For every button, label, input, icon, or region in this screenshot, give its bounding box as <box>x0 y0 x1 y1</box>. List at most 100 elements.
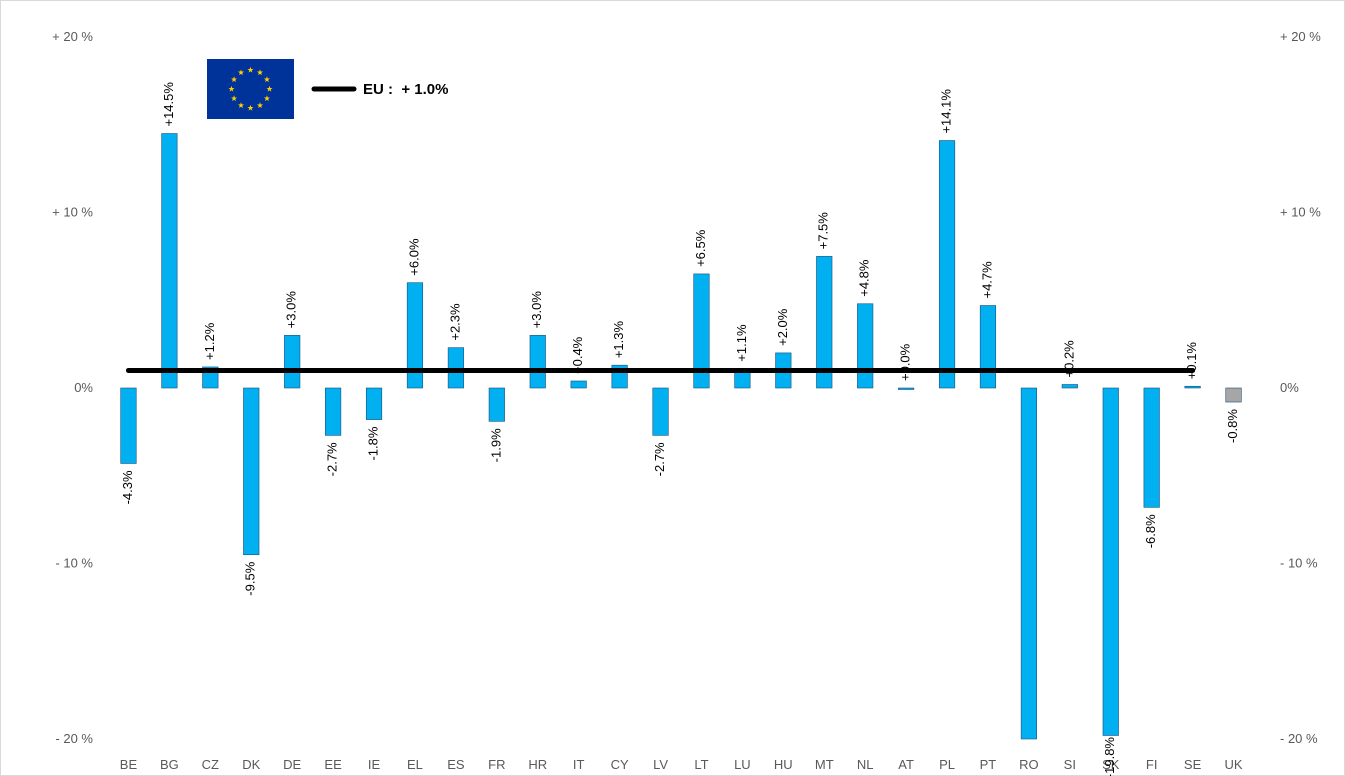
bar-si <box>1061 384 1078 389</box>
data-label: +14.1% <box>938 89 953 134</box>
flag-star <box>237 102 245 109</box>
category-label: SE <box>1184 757 1202 772</box>
category-label: ES <box>447 757 465 772</box>
flag-star <box>263 95 270 102</box>
bar-nl <box>857 303 874 389</box>
data-label: -4.3% <box>120 470 135 504</box>
data-label: -19.8% <box>1102 737 1117 776</box>
bar-uk <box>1225 387 1242 403</box>
data-label: -2.7% <box>325 442 340 476</box>
flag-star <box>231 95 238 102</box>
bar-lt <box>693 273 710 389</box>
category-label: EL <box>407 757 423 772</box>
bar-se <box>1184 385 1201 389</box>
category-label: IE <box>368 757 381 772</box>
flag-star <box>237 69 245 76</box>
category-label: UK <box>1225 757 1243 772</box>
data-label: +7.5% <box>816 212 831 250</box>
bar-at <box>898 387 915 390</box>
category-label: HU <box>774 757 793 772</box>
bar-de <box>284 335 301 389</box>
data-labels: -4.3% +14.5% +1.2% -9.5% +3.0% -2.7% -1.8% +6.0… <box>120 82 1240 776</box>
data-label: +0.4% <box>570 336 585 374</box>
data-label: +0.1% <box>1184 342 1199 380</box>
category-label: DE <box>283 757 301 772</box>
data-label: +6.5% <box>693 229 708 267</box>
bar-fr <box>488 387 505 422</box>
data-label: +3.0% <box>529 291 544 329</box>
category-label: BG <box>160 757 179 772</box>
y-axis-right: + 20 % + 10 % 0% - 10 % - 20 % <box>1280 29 1321 746</box>
bar-dk <box>243 387 260 556</box>
y-tick-label-left: + 10 % <box>52 205 93 220</box>
bar-ie <box>365 387 383 420</box>
data-label: -9.5% <box>243 561 258 595</box>
category-label: RO <box>1019 757 1039 772</box>
bar-el <box>406 282 424 389</box>
legend-eu-label: EU : + 1.0% <box>363 81 448 98</box>
bar-bg <box>161 133 178 389</box>
flag-star <box>263 76 270 83</box>
bar-ee <box>325 387 342 436</box>
flag-star <box>247 104 254 111</box>
bar-pt <box>979 305 997 389</box>
data-label: +14.5% <box>161 82 176 127</box>
data-label: +2.0% <box>775 308 790 346</box>
data-label: +4.8% <box>857 259 872 297</box>
eu-flag-icon <box>207 59 294 119</box>
data-label: +6.0% <box>406 238 421 276</box>
category-label: DK <box>242 757 260 772</box>
y-tick-label-left: + 20 % <box>52 29 93 44</box>
y-tick-label-right: - 10 % <box>1280 556 1318 571</box>
data-label: +1.1% <box>734 324 749 362</box>
y-tick-label-right: 0% <box>1280 380 1299 395</box>
category-label: IT <box>573 757 585 772</box>
bar-es <box>447 347 464 389</box>
data-label: +2.3% <box>447 303 462 341</box>
flag-star <box>231 76 238 83</box>
data-label: -2.7% <box>652 442 667 476</box>
bar-fi <box>1143 387 1160 508</box>
flag-star <box>256 69 264 76</box>
category-label: AT <box>898 757 914 772</box>
data-label: -1.8% <box>365 426 380 460</box>
y-tick-label-left: 0% <box>74 380 93 395</box>
flag-star <box>228 85 235 92</box>
category-label: HR <box>528 757 547 772</box>
data-label: +3.0% <box>284 291 299 329</box>
data-label: -1.9% <box>488 428 503 462</box>
data-label: +1.3% <box>611 321 626 359</box>
y-axis-left: + 20 % + 10 % 0% - 10 % - 20 % <box>52 29 93 746</box>
bar-hr <box>529 335 546 389</box>
category-label: CZ <box>202 757 219 772</box>
category-label: SK <box>1102 757 1120 772</box>
category-label: SI <box>1064 757 1076 772</box>
flag-star <box>256 102 264 109</box>
bar-sk <box>1102 387 1119 736</box>
data-label: +4.7% <box>979 261 994 299</box>
bar-pl <box>938 140 956 389</box>
category-label: NL <box>857 757 874 772</box>
category-label: FI <box>1146 757 1158 772</box>
y-tick-label-right: - 20 % <box>1280 731 1318 746</box>
data-label: +0.0% <box>898 343 913 381</box>
y-tick-label-right: + 20 % <box>1280 29 1321 44</box>
category-label: FR <box>488 757 505 772</box>
bar-it <box>570 380 587 389</box>
category-label: LV <box>653 757 668 772</box>
bar-series <box>120 133 1242 740</box>
flag-star <box>266 85 273 92</box>
flag-star <box>247 66 254 73</box>
category-label: LT <box>694 757 708 772</box>
category-label: MT <box>815 757 834 772</box>
category-label: BE <box>120 757 138 772</box>
bar-be <box>120 387 137 464</box>
data-label: +1.2% <box>202 322 217 360</box>
y-tick-label-left: - 20 % <box>55 731 93 746</box>
bar-lv <box>652 387 669 436</box>
x-axis-categories: BE BG CZ DK DE EE IE EL ES FR HR IT CY LV LT LU HU MT NL AT… <box>120 757 1243 772</box>
legend: EU : + 1.0% <box>207 59 448 119</box>
category-label: CY <box>611 757 629 772</box>
